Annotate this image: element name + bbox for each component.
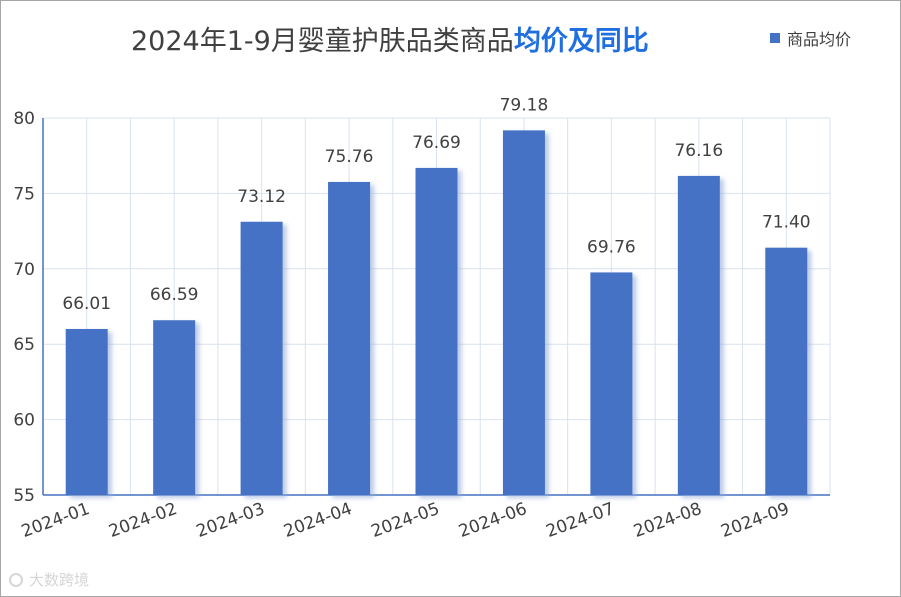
data-label: 69.76 — [587, 237, 636, 257]
data-label: 66.01 — [62, 294, 111, 314]
x-tick-label: 2024-08 — [631, 499, 705, 542]
data-label: 79.18 — [500, 95, 549, 115]
x-tick-label: 2024-07 — [544, 499, 618, 542]
y-tick-label: 70 — [13, 260, 35, 280]
data-label: 76.69 — [412, 133, 461, 153]
y-tick-label: 75 — [13, 184, 35, 204]
legend-swatch — [770, 33, 780, 43]
x-tick-label: 2024-04 — [281, 499, 355, 542]
bar — [328, 181, 371, 495]
watermark-text: 大数跨境 — [29, 571, 90, 589]
y-tick-label: 80 — [13, 109, 35, 129]
chart-legend: 商品均价 — [770, 26, 851, 50]
bar — [677, 175, 720, 495]
bar — [415, 167, 458, 495]
chart-title-highlight: 均价及同比 — [513, 26, 649, 57]
legend-label: 商品均价 — [787, 30, 852, 49]
y-tick-label: 55 — [13, 486, 35, 506]
y-tick-label: 65 — [13, 335, 35, 355]
data-label: 76.16 — [674, 141, 723, 161]
bar — [765, 247, 808, 495]
bar — [240, 221, 283, 495]
data-label: 73.12 — [237, 187, 286, 207]
bar — [65, 328, 108, 495]
chart-title: 2024年1-9月婴童护肤品类商品均价及同比 — [131, 19, 649, 58]
bar — [153, 320, 196, 495]
x-tick-label: 2024-02 — [106, 499, 180, 542]
bar — [502, 130, 545, 495]
bar — [590, 272, 633, 495]
data-label: 66.59 — [150, 285, 199, 305]
x-tick-label: 2024-03 — [194, 499, 268, 542]
watermark: 大数跨境 — [9, 569, 89, 590]
data-label: 75.76 — [325, 147, 374, 167]
x-tick-label: 2024-06 — [456, 499, 530, 542]
data-label: 71.40 — [762, 213, 811, 233]
y-tick-label: 60 — [13, 411, 35, 431]
x-tick-label: 2024-05 — [369, 499, 443, 542]
chart-title-main: 2024年1-9月婴童护肤品类商品 — [131, 26, 514, 57]
watermark-logo-icon — [9, 572, 23, 587]
x-tick-label: 2024-09 — [718, 499, 792, 542]
